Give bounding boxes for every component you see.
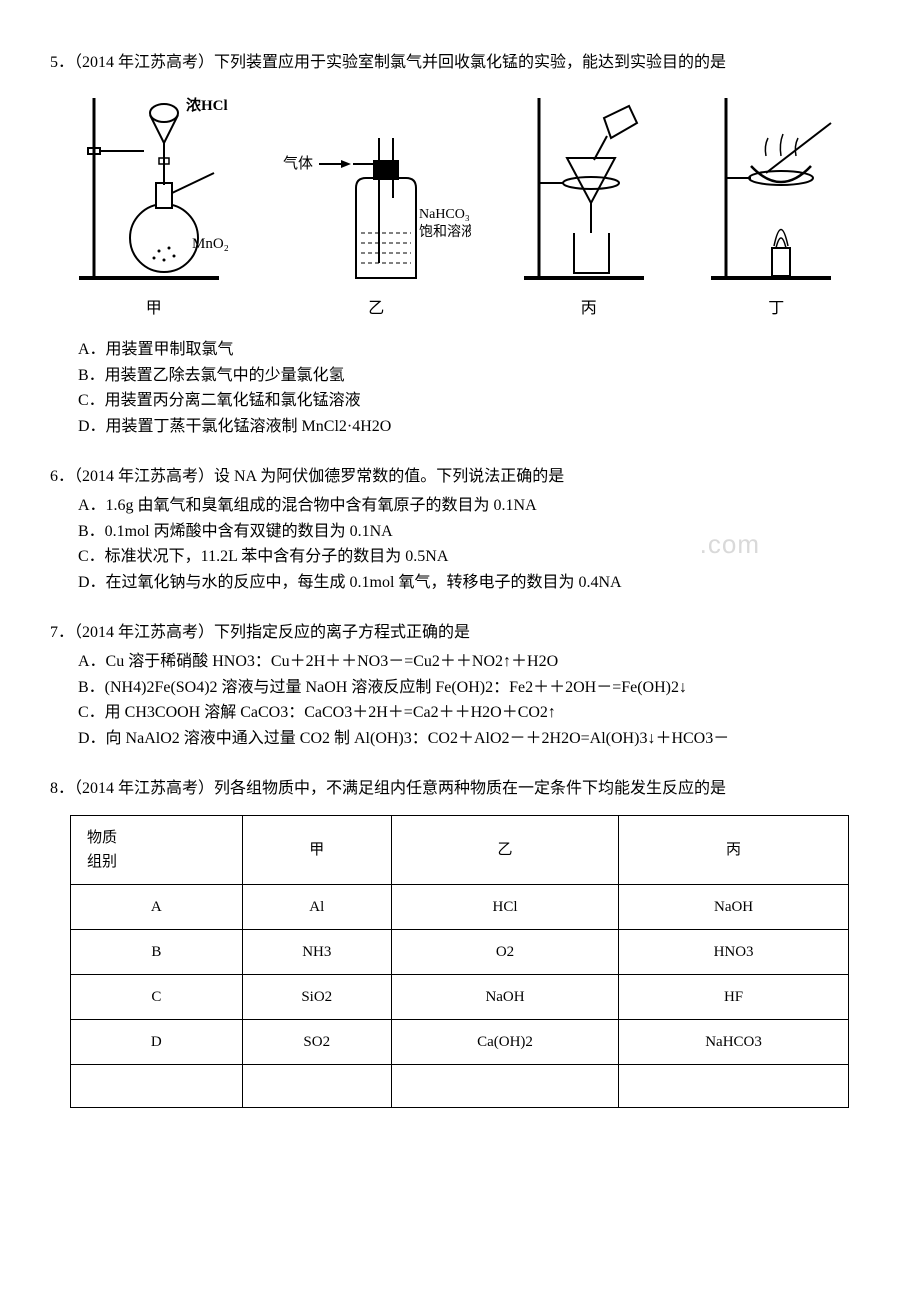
apparatus-jia-svg: 浓HCl MnO₂: [74, 88, 234, 288]
cell-group: D: [71, 1020, 243, 1065]
label-hcl: 浓HCl: [186, 97, 228, 114]
cell-group: B: [71, 930, 243, 975]
apparatus-bing: 丙: [519, 88, 659, 322]
q7-optC: C．用 CH3COOH 溶解 CaCO3：CaCO3＋2H＋=Ca2＋＋H2O＋…: [50, 700, 870, 726]
cell-c: NaHCO3: [619, 1020, 849, 1065]
label-sat: 饱和溶液: [419, 224, 471, 240]
apparatus-ding-svg: [706, 88, 846, 288]
th-jia: 甲: [242, 816, 391, 885]
cell-a: Al: [242, 885, 391, 930]
question-7: 7．（2014 年江苏高考）下列指定反应的离子方程式正确的是 A．Cu 溶于稀硝…: [50, 620, 870, 752]
q6-stem: 6．（2014 年江苏高考）设 NA 为阿伏伽德罗常数的值。下列说法正确的是: [50, 464, 870, 490]
label-bing: 丙: [581, 296, 597, 322]
apparatus-jia: 浓HCl MnO₂ 甲: [74, 88, 234, 322]
q7-optA: A．Cu 溶于稀硝酸 HNO3：Cu＋2H＋＋NO3－=Cu2＋＋NO2↑＋H2…: [50, 649, 870, 675]
table-row: B NH3 O2 HNO3: [71, 930, 849, 975]
q5-optA: A．用装置甲制取氯气: [50, 337, 870, 363]
label-yi: 乙: [368, 296, 384, 322]
q6-optB: B．0.1mol 丙烯酸中含有双键的数目为 0.1NA: [50, 519, 870, 545]
th-yi: 乙: [391, 816, 618, 885]
q7-optD: D．向 NaAlO2 溶液中通入过量 CO2 制 Al(OH)3：CO2＋AlO…: [78, 726, 870, 752]
q5-optD: D．用装置丁蒸干氯化锰溶液制 MnCl2·4H2O: [50, 414, 870, 440]
question-8: 8．（2014 年江苏高考）列各组物质中，不满足组内任意两种物质在一定条件下均能…: [50, 776, 870, 1109]
table-header-row: 物质组别 甲 乙 丙: [71, 816, 849, 885]
apparatus-ding: 丁: [706, 88, 846, 322]
th-bing: 丙: [619, 816, 849, 885]
cell-group: A: [71, 885, 243, 930]
question-5: 5．（2014 年江苏高考）下列装置应用于实验室制氯气并回收氯化锰的实验，能达到…: [50, 50, 870, 440]
label-mno2: MnO₂: [192, 236, 229, 252]
apparatus-yi: 气体 NaHCO₃ 饱和溶液 乙: [281, 118, 471, 322]
th-group: 物质组别: [71, 816, 243, 885]
q5-optC: C．用装置丙分离二氧化锰和氯化锰溶液: [50, 388, 870, 414]
table-row: D SO2 Ca(OH)2 NaHCO3: [71, 1020, 849, 1065]
table-row-empty: [71, 1065, 849, 1108]
cell-a: SiO2: [242, 975, 391, 1020]
q5-optB: B．用装置乙除去氯气中的少量氯化氢: [50, 363, 870, 389]
q8-table: 物质组别 甲 乙 丙 A Al HCl NaOH B NH3 O2 HNO3 C…: [70, 815, 849, 1108]
label-jia: 甲: [146, 296, 162, 322]
cell-c: HF: [619, 975, 849, 1020]
q6-optD: D．在过氧化钠与水的反应中，每生成 0.1mol 氧气，转移电子的数目为 0.4…: [50, 570, 870, 596]
table-row: C SiO2 NaOH HF: [71, 975, 849, 1020]
label-nahco3: NaHCO₃: [419, 207, 470, 222]
q7-stem: 7．（2014 年江苏高考）下列指定反应的离子方程式正确的是: [50, 620, 870, 646]
cell-a: SO2: [242, 1020, 391, 1065]
table-row: A Al HCl NaOH: [71, 885, 849, 930]
q5-apparatus-row: 浓HCl MnO₂ 甲 气体: [50, 88, 870, 322]
label-ding: 丁: [768, 296, 784, 322]
cell-b: NaOH: [391, 975, 618, 1020]
cell-b: HCl: [391, 885, 618, 930]
label-gas: 气体: [283, 155, 313, 172]
cell-c: HNO3: [619, 930, 849, 975]
q7-optB: B．(NH4)2Fe(SO4)2 溶液与过量 NaOH 溶液反应制 Fe(OH)…: [78, 675, 870, 701]
cell-b: O2: [391, 930, 618, 975]
q8-stem: 8．（2014 年江苏高考）列各组物质中，不满足组内任意两种物质在一定条件下均能…: [50, 776, 870, 802]
q6-optC: C．标准状况下，11.2L 苯中含有分子的数目为 0.5NA: [50, 544, 870, 570]
cell-a: NH3: [242, 930, 391, 975]
question-6: 6．（2014 年江苏高考）设 NA 为阿伏伽德罗常数的值。下列说法正确的是 A…: [50, 464, 870, 596]
cell-group: C: [71, 975, 243, 1020]
cell-b: Ca(OH)2: [391, 1020, 618, 1065]
cell-c: NaOH: [619, 885, 849, 930]
q6-optA: A．1.6g 由氧气和臭氧组成的混合物中含有氧原子的数目为 0.1NA: [50, 493, 870, 519]
apparatus-yi-svg: 气体 NaHCO₃ 饱和溶液: [281, 118, 471, 288]
q5-stem: 5．（2014 年江苏高考）下列装置应用于实验室制氯气并回收氯化锰的实验，能达到…: [50, 50, 870, 76]
apparatus-bing-svg: [519, 88, 659, 288]
